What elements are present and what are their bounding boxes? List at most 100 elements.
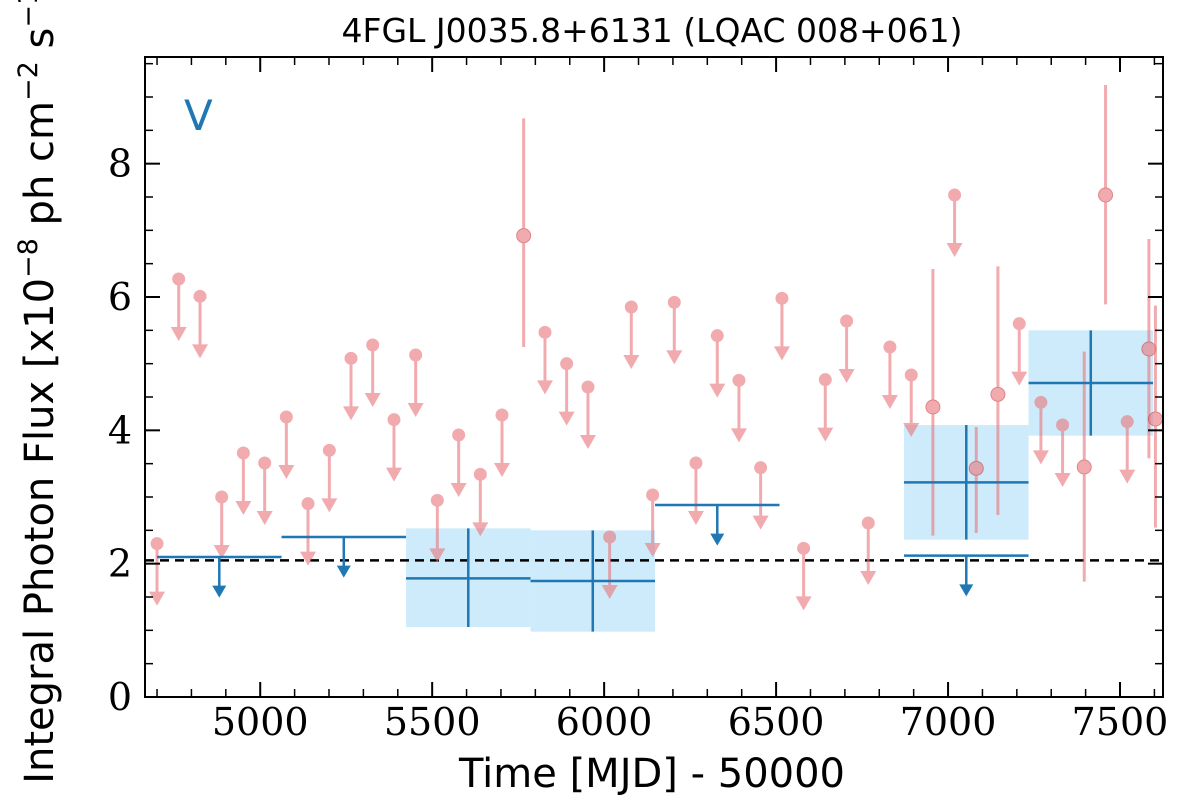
- short-bin-detection-point-1: [925, 399, 941, 415]
- short-bin-upper-limit-26: [730, 373, 747, 443]
- x-tick-label-2: 6000: [556, 700, 653, 744]
- short-bin-upper-limit-17: [536, 325, 553, 395]
- short-bin-detection-point-6: [1141, 341, 1157, 357]
- short-bin-upper-limit-arrow-5: [256, 511, 273, 525]
- short-bin-upper-limit-point-21: [624, 300, 638, 314]
- short-bin-upper-limit-23: [666, 295, 683, 365]
- x-tick-label-5: 7500: [1072, 700, 1169, 744]
- short-bin-detection-point-2: [968, 460, 984, 476]
- y-tick-label-2: 4: [108, 408, 132, 452]
- short-bin-upper-limit-21: [623, 300, 640, 369]
- y-axis-label-mid-1: ph cm: [17, 101, 63, 238]
- short-bin-upper-limit-point-28: [775, 291, 789, 305]
- y-tick-label-4: 8: [108, 142, 132, 186]
- short-bin-upper-limit-arrow-22: [644, 543, 661, 557]
- short-bin-upper-limit-point-5: [258, 456, 272, 470]
- short-bin-upper-limit-arrow-24: [687, 511, 704, 525]
- short-bin-upper-limit-arrow-15: [472, 522, 489, 537]
- x-tick-label-0: 5000: [212, 700, 309, 744]
- short-bin-upper-limit-arrow-20: [601, 585, 618, 599]
- short-bin-upper-limit-point-31: [840, 314, 854, 328]
- short-bin-upper-limit-arrow-9: [343, 406, 360, 421]
- short-bin-upper-limit-arrow-28: [773, 346, 790, 361]
- short-bin-upper-limit-1: [170, 272, 187, 341]
- y-axis-label-mid-2: s: [17, 28, 63, 62]
- short-bin-detection-point-5: [1098, 187, 1114, 203]
- short-bin-upper-limit-arrow-2: [192, 344, 209, 359]
- plot-frame: [144, 56, 1164, 698]
- short-bin-upper-limit-19: [579, 380, 596, 449]
- short-bin-upper-limit-28: [773, 291, 790, 361]
- short-bin-upper-limit-point-20: [603, 530, 617, 544]
- short-bin-upper-limit-10: [364, 338, 381, 407]
- short-bin-upper-limit-arrow-8: [321, 498, 338, 513]
- short-bin-upper-limit-point-1: [172, 272, 186, 286]
- short-bin-upper-limit-arrow-34: [903, 423, 920, 437]
- y-tick-label-3: 6: [108, 275, 132, 319]
- short-bin-upper-limit-25: [709, 329, 726, 398]
- short-bin-upper-limit-arrow-0: [149, 591, 166, 606]
- y-axis-label-main: Integral Photon Flux [x10: [17, 278, 63, 784]
- short-bin-upper-limit-point-35: [948, 188, 962, 202]
- long-bin-upper-limit-arrow-3: [959, 584, 974, 597]
- y-axis-label: Integral Photon Flux [x10−8 ph cm−2 s−1]: [13, 0, 63, 784]
- short-bin-upper-limit-arrow-31: [838, 369, 855, 383]
- short-bin-upper-limit-point-34: [904, 368, 918, 382]
- short-bin-upper-limit-arrow-26: [730, 428, 747, 443]
- long-bin-upper-limit-arrow-1: [336, 565, 351, 578]
- short-bin-upper-limit-arrow-11: [385, 467, 402, 482]
- short-bin-upper-limit-point-25: [710, 329, 724, 343]
- axes: 5000 5500 6000 6500 7000 7500 0 2 4 6 8: [108, 56, 1169, 744]
- short-bin-upper-limit-point-37: [1034, 395, 1048, 409]
- short-bin-detection-5: [1098, 85, 1114, 305]
- y-tick-label-1: 2: [108, 542, 132, 586]
- short-bin-upper-limit-arrow-39: [1119, 469, 1136, 484]
- short-bin-upper-limit-arrow-25: [709, 383, 726, 398]
- short-bin-upper-limit-arrow-13: [429, 548, 446, 563]
- x-axis-label: Time [MJD] - 50000: [458, 751, 845, 797]
- short-bin-upper-limit-0: [149, 537, 166, 606]
- short-bin-upper-limit-point-6: [279, 410, 293, 424]
- short-bin-detection-2: [968, 427, 984, 533]
- short-bin-upper-limit-arrow-12: [407, 403, 424, 417]
- short-bin-upper-limit-point-11: [387, 413, 401, 427]
- short-bin-upper-limit-point-26: [732, 373, 746, 387]
- short-bin-upper-limit-arrow-6: [278, 465, 295, 479]
- plot-content: [145, 85, 1163, 632]
- short-bin-upper-limit-arrow-29: [795, 596, 812, 611]
- short-bin-upper-limit-point-36: [1012, 317, 1026, 331]
- short-bin-upper-limit-arrow-1: [170, 327, 187, 341]
- short-bin-upper-limit-18: [558, 357, 575, 426]
- chart-title: 4FGL J0035.8+6131 (LQAC 008+061): [341, 11, 962, 50]
- short-bin-upper-limit-arrow-38: [1054, 473, 1071, 487]
- short-bin-upper-limit-arrow-7: [300, 551, 317, 566]
- short-bin-upper-limit-31: [838, 314, 855, 383]
- short-bin-upper-limit-point-7: [301, 497, 315, 511]
- short-bin-upper-limit-point-22: [646, 488, 660, 502]
- short-bin-upper-limit-6: [278, 410, 295, 479]
- short-bin-upper-limit-point-2: [193, 289, 207, 303]
- short-bin-upper-limit-point-30: [818, 373, 832, 387]
- short-bin-upper-limit-3: [213, 490, 230, 559]
- short-bin-upper-limit-point-39: [1120, 415, 1134, 429]
- short-bin-upper-limit-point-14: [452, 428, 466, 442]
- short-bin-upper-limit-2: [192, 289, 209, 359]
- y-axis-label-exp-3: −1: [13, 0, 44, 28]
- y-tick-label-0: 0: [108, 675, 132, 719]
- short-bin-upper-limit-arrow-27: [752, 515, 769, 530]
- short-bin-upper-limit-point-10: [366, 338, 380, 352]
- short-bin-upper-limit-point-32: [861, 516, 875, 530]
- short-bin-upper-limit-point-29: [797, 541, 811, 555]
- short-bin-upper-limit-14: [450, 428, 467, 497]
- short-bin-detection-point-3: [990, 386, 1006, 402]
- short-bin-upper-limit-arrow-10: [364, 393, 381, 407]
- plot-area: [145, 85, 1163, 632]
- short-bin-upper-limit-arrow-14: [450, 483, 467, 497]
- short-bin-upper-limit-point-15: [473, 467, 487, 481]
- short-bin-upper-limit-33: [881, 340, 898, 409]
- short-bin-detection-3: [990, 266, 1006, 515]
- short-bin-upper-limit-arrow-18: [558, 411, 575, 426]
- short-bin-detection-4: [1076, 351, 1092, 582]
- short-bin-upper-limit-arrow-4: [235, 501, 252, 515]
